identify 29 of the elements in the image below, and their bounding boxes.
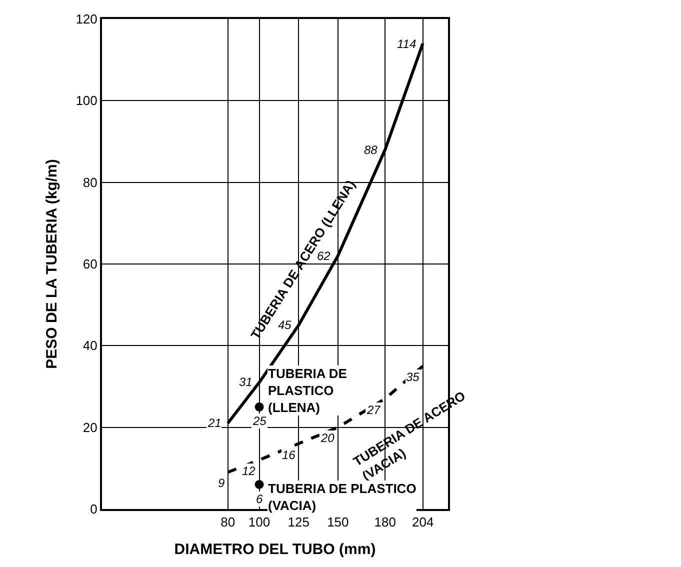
data-label: 88 bbox=[364, 143, 378, 157]
data-label: 21 bbox=[207, 416, 222, 430]
data-label: 31 bbox=[239, 375, 252, 389]
y-axis-title: PESO DE LA TUBERIA (kg/m) bbox=[43, 159, 60, 369]
data-label: 114 bbox=[397, 37, 416, 51]
data-label: 35 bbox=[406, 370, 420, 384]
x-tick-label: 100 bbox=[248, 514, 270, 530]
y-tick-label: 80 bbox=[82, 174, 98, 190]
x-tick-label: 125 bbox=[288, 514, 310, 530]
series-label: TUBERIA DE PLASTICO (LLENA) bbox=[268, 366, 348, 415]
y-tick-label: 60 bbox=[82, 256, 98, 272]
x-tick-label: 80 bbox=[220, 514, 236, 530]
data-label: 20 bbox=[320, 431, 335, 445]
y-tick-label: 0 bbox=[90, 502, 98, 517]
y-tick-label: 100 bbox=[76, 93, 98, 108]
data-label: 25 bbox=[252, 414, 267, 428]
x-tick-label: 204 bbox=[412, 514, 434, 530]
data-label: 16 bbox=[282, 448, 296, 462]
x-axis-title: DIAMETRO DEL TUBO (mm) bbox=[174, 541, 376, 558]
y-tick-label: 20 bbox=[82, 420, 98, 435]
y-tick-label: 40 bbox=[82, 338, 98, 354]
data-label: 27 bbox=[366, 403, 382, 417]
data-label: 6 bbox=[256, 492, 263, 506]
data-label: 9 bbox=[218, 476, 225, 490]
data-label: 12 bbox=[242, 464, 256, 478]
x-tick-label: 180 bbox=[374, 514, 396, 530]
y-tick-label: 120 bbox=[76, 12, 98, 27]
x-tick-label: 150 bbox=[327, 514, 349, 530]
series-label: TUBERIA DE PLASTICO (VACIA) bbox=[268, 481, 416, 513]
